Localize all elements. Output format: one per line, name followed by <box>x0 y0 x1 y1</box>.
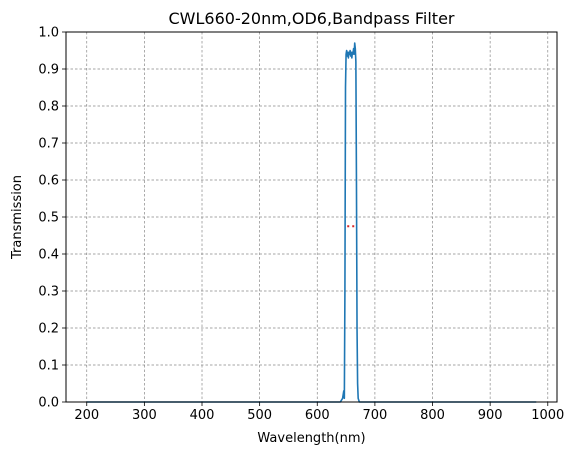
x-tick-label: 1000 <box>531 408 564 423</box>
x-tick-label: 200 <box>74 408 99 423</box>
y-tick-label: 0.1 <box>38 359 59 374</box>
x-tick-label: 900 <box>478 408 503 423</box>
y-tick-label: 0.7 <box>38 137 59 152</box>
x-tick-label: 300 <box>132 408 157 423</box>
x-tick-label: 400 <box>190 408 215 423</box>
axis-ticks: 200 300 400 500 600 700 800 900 1000 0.0 0.1 0.2 0.3… <box>38 26 564 424</box>
y-axis-label: Transmission <box>10 175 25 260</box>
x-tick-label: 600 <box>305 408 330 423</box>
x-tick-label: 800 <box>420 408 445 423</box>
y-tick-label: 0.5 <box>38 211 59 226</box>
y-tick-label: 0.4 <box>38 248 59 263</box>
y-tick-label: 0.9 <box>38 63 59 78</box>
chart-title: CWL660-20nm,OD6,Bandpass Filter <box>169 9 455 28</box>
x-tick-label: 500 <box>247 408 272 423</box>
y-tick-label: 0.6 <box>38 174 59 189</box>
y-tick-label: 0.2 <box>38 322 59 337</box>
x-tick-label: 700 <box>362 408 387 423</box>
plot-series <box>86 42 537 403</box>
y-tick-label: 0.0 <box>38 396 59 411</box>
y-tick-label: 0.8 <box>38 100 59 115</box>
y-tick-label: 0.3 <box>38 285 59 300</box>
x-axis-label: Wavelength(nm) <box>257 431 365 446</box>
y-tick-label: 1.0 <box>38 26 59 41</box>
transmission-line <box>86 42 537 403</box>
